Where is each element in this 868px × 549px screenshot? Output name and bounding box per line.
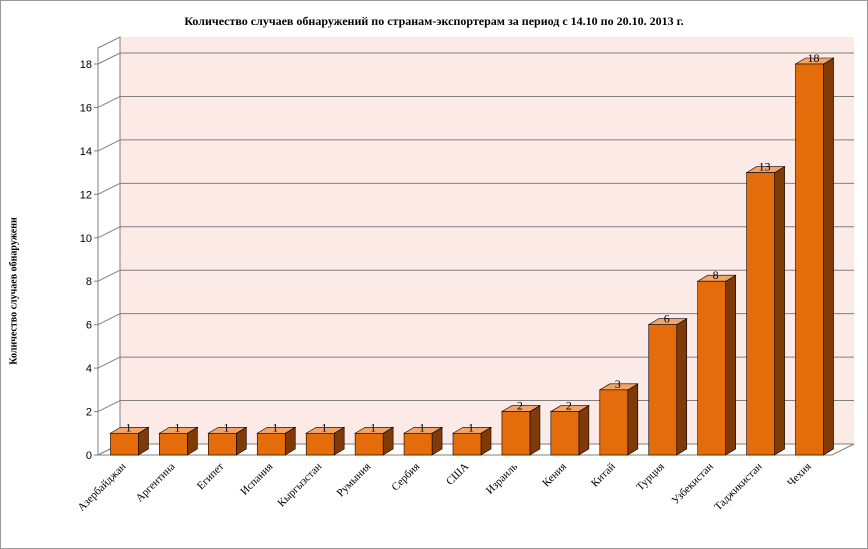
y-tick-label: 4 [86, 363, 92, 375]
bar-front [746, 172, 775, 456]
bar: 1 [451, 420, 493, 456]
bar-side [676, 318, 688, 456]
bar-side [529, 405, 541, 456]
bar-side [823, 57, 834, 456]
x-tick-label: Турция [634, 461, 667, 494]
data-label: 8 [713, 268, 719, 282]
data-label: 2 [517, 399, 523, 413]
data-label: 1 [468, 420, 474, 434]
chart-walls [97, 36, 855, 456]
data-label: 2 [566, 399, 572, 413]
bar-side [774, 166, 785, 456]
bar: 18 [794, 51, 835, 456]
x-tick-label: Румыния [335, 461, 374, 500]
y-tick-label: 16 [80, 102, 92, 114]
bar-front [599, 389, 629, 456]
x-tick-label: Кения [540, 461, 569, 490]
x-tick-label: Израиль [484, 461, 520, 497]
bar-front [501, 411, 531, 456]
data-label: 1 [419, 420, 425, 434]
x-tick-label: Испания [238, 461, 275, 498]
bar: 1 [354, 420, 395, 456]
back-wall [120, 37, 854, 444]
data-label: 1 [370, 420, 376, 434]
bar-front [550, 411, 580, 456]
x-axis-labels: Азербайджан Аргентина Египет Испания Кыргызс… [76, 461, 814, 514]
bar-front [403, 432, 433, 456]
x-tick-label: Узбекистан [670, 461, 716, 507]
side-wall [97, 36, 121, 456]
bar-front [110, 432, 139, 456]
chart-title: Количество случаев обнаружений по страна… [184, 14, 684, 28]
x-tick-label: Аргентина [134, 461, 178, 505]
data-label: 3 [615, 377, 621, 391]
bar-front [452, 432, 482, 456]
gridline-slant [97, 52, 121, 65]
bar-front [648, 324, 678, 456]
bar: 2 [549, 399, 590, 456]
x-tick-label: Кыргызстан [275, 461, 324, 510]
bar: 13 [745, 160, 786, 456]
bar-front [305, 432, 335, 456]
bar-front [795, 63, 824, 456]
gridline-slant [97, 400, 121, 413]
x-tick-label: Чехия [785, 461, 814, 490]
bar: 1 [109, 420, 150, 456]
bar-side [627, 383, 639, 456]
bar-front [159, 432, 188, 456]
x-tick-label: США [444, 461, 471, 488]
bar: 1 [305, 420, 346, 456]
gridline-slant [97, 226, 121, 239]
y-tick-label: 10 [80, 233, 92, 245]
bar-front [208, 432, 237, 456]
bar: 8 [696, 268, 737, 456]
bar-front [697, 280, 726, 456]
y-tick-label: 0 [86, 450, 92, 462]
bar-side [578, 405, 590, 456]
y-tick-label: 14 [80, 146, 92, 158]
bar: 2 [500, 399, 542, 456]
gridline-slant [97, 139, 121, 152]
y-tick-label: 12 [80, 189, 92, 201]
data-label: 13 [759, 160, 771, 174]
x-tick-label: Сербия [389, 461, 422, 494]
x-tick-label: Азербайджан [76, 461, 129, 514]
x-tick-label: Китай [589, 461, 618, 490]
bar: 3 [598, 377, 639, 456]
bars: 1 1 1 1 1 1 1 1 2 2 3 6 8 13 18 [109, 51, 835, 456]
bar: 1 [158, 420, 199, 456]
gridline-slant [97, 182, 121, 195]
y-tick-label: 6 [86, 320, 92, 332]
data-label: 1 [321, 420, 327, 434]
bar-side [725, 274, 736, 456]
bar: 6 [647, 312, 688, 456]
bar: 1 [256, 420, 297, 456]
y-axis-ticks: 0 2 4 6 8 10 12 14 16 18 [80, 59, 98, 462]
gridline-slant [97, 356, 121, 369]
bar: 1 [207, 420, 248, 456]
gridline-slant [97, 269, 121, 282]
bar-front [256, 432, 286, 456]
data-label: 1 [223, 420, 229, 434]
data-label: 18 [808, 51, 820, 65]
y-tick-label: 18 [80, 59, 92, 71]
x-tick-label: Таджикистан [712, 461, 765, 514]
y-tick-label: 2 [86, 407, 92, 419]
bar: 1 [402, 420, 444, 456]
data-label: 1 [272, 420, 278, 434]
y-tick-label: 8 [86, 276, 92, 288]
gridline-slant [97, 95, 121, 108]
bar-front [354, 432, 384, 456]
gridline-slant [97, 313, 121, 326]
data-label: 6 [664, 312, 670, 326]
x-tick-label: Египет [195, 461, 227, 493]
data-label: 1 [174, 420, 180, 434]
data-label: 1 [125, 420, 131, 434]
